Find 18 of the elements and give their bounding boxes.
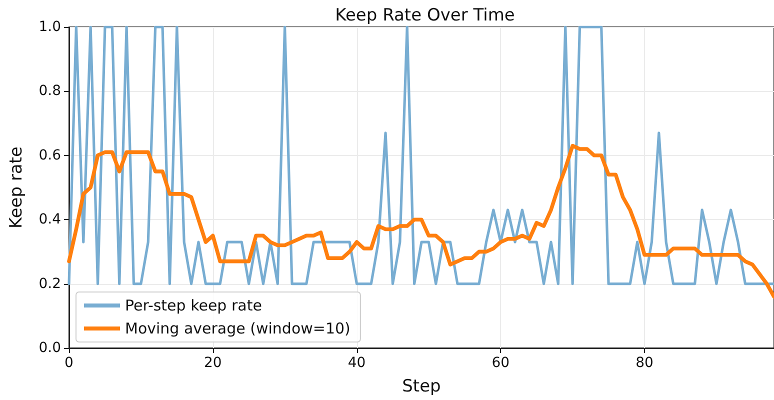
x-tick-label: 20 (204, 355, 222, 371)
y-tick-label: 0.8 (38, 83, 61, 100)
y-tick-label: 0.2 (38, 276, 61, 292)
y-axis-title: Keep rate (6, 146, 26, 228)
line-series (68, 26, 774, 286)
y-tick-label: 0.4 (38, 212, 62, 228)
y-tick-label: 0.0 (38, 340, 61, 356)
x-tick-label: 40 (348, 355, 366, 371)
legend-label: Per-step keep rate (125, 296, 262, 314)
y-tick-label: 1.0 (38, 19, 61, 35)
legend-label: Moving average (window=10) (125, 320, 350, 338)
x-tick-label: 60 (492, 355, 510, 371)
x-axis-title: Step (402, 376, 441, 396)
line-series (67, 144, 774, 299)
y-tick-label: 0.6 (38, 147, 62, 164)
x-tick-label: 0 (64, 355, 74, 371)
x-tick-label: 80 (636, 355, 654, 371)
chart-title: Keep Rate Over Time (335, 6, 515, 26)
